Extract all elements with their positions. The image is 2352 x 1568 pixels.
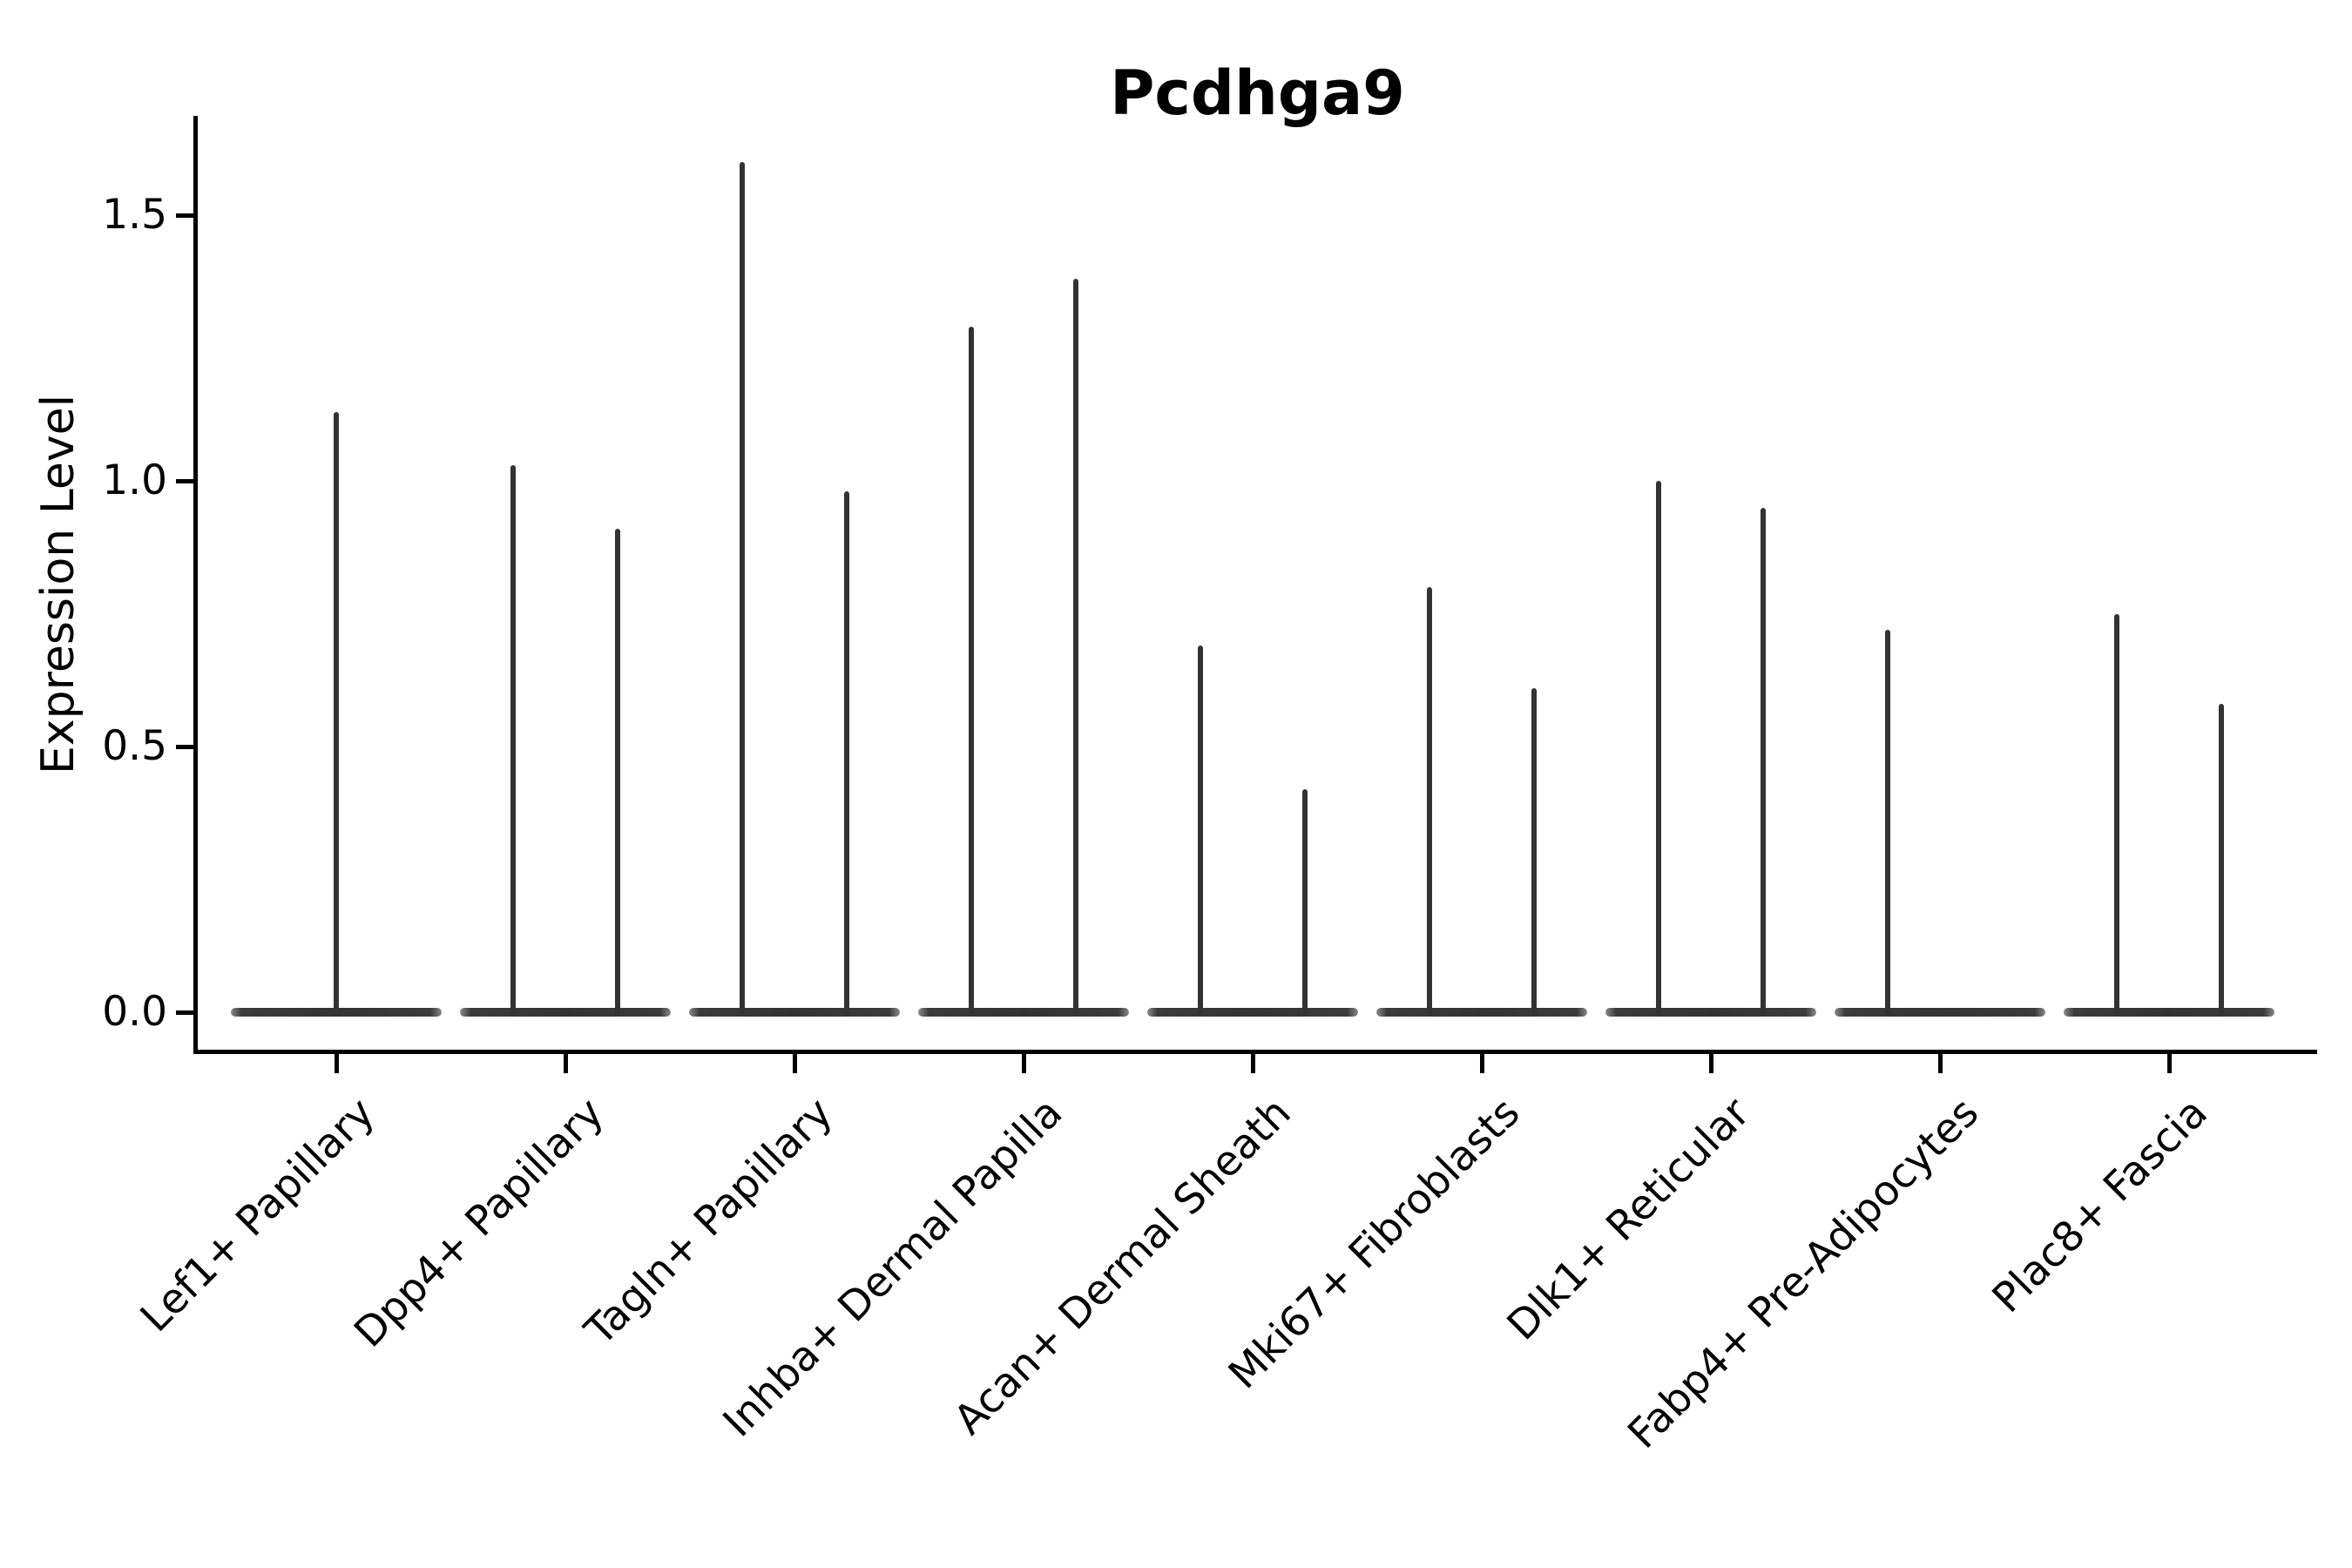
y-tick-label: 0.5 xyxy=(102,722,167,770)
y-tick xyxy=(176,479,193,483)
x-tick xyxy=(335,1054,339,1073)
x-tick xyxy=(1480,1054,1484,1073)
violin-spike xyxy=(510,464,516,1016)
violin-spike xyxy=(969,327,974,1016)
violin-spike xyxy=(1531,687,1537,1016)
x-tick xyxy=(2167,1054,2172,1073)
violin-spike xyxy=(1198,645,1203,1016)
y-tick xyxy=(176,213,193,218)
violin-base xyxy=(689,1008,900,1017)
y-tick xyxy=(176,745,193,749)
chart-title: Pcdhga9 xyxy=(1110,57,1405,129)
y-tick-label: 0.0 xyxy=(102,988,167,1036)
violin-spike xyxy=(1656,481,1661,1016)
violin-spike xyxy=(334,411,339,1016)
x-tick-label: Dpp4+ Papillary xyxy=(345,1088,613,1357)
x-tick-label: Plac8+ Fascia xyxy=(1983,1088,2217,1322)
y-axis-spine xyxy=(193,116,198,1054)
x-tick-label: Dlk1+ Reticular xyxy=(1497,1088,1759,1350)
x-tick xyxy=(793,1054,797,1073)
violin-base xyxy=(918,1008,1129,1017)
x-axis-spine xyxy=(193,1050,2317,1054)
violin-spike xyxy=(844,491,849,1016)
y-tick-label: 1.5 xyxy=(102,191,167,239)
x-tick xyxy=(564,1054,568,1073)
violin-spike xyxy=(1761,507,1766,1016)
y-tick-label: 1.0 xyxy=(102,456,167,504)
y-tick xyxy=(176,1010,193,1015)
violin-base xyxy=(460,1008,671,1017)
violin-spike xyxy=(1302,788,1308,1016)
x-tick xyxy=(1022,1054,1026,1073)
x-tick-label: Lef1+ Papillary xyxy=(131,1088,384,1342)
violin-spike xyxy=(615,528,620,1016)
violin-spike xyxy=(740,162,745,1016)
x-tick-label: Tagln+ Papillary xyxy=(576,1088,842,1355)
violin-base xyxy=(1835,1008,2045,1017)
violin-spike xyxy=(2114,613,2119,1016)
x-tick xyxy=(1251,1054,1255,1073)
violin-spike xyxy=(1073,279,1078,1016)
x-tick xyxy=(1938,1054,1943,1073)
violin-base xyxy=(1605,1008,1816,1017)
violin-spike xyxy=(1427,587,1432,1016)
y-axis-label: Expression Level xyxy=(32,394,84,775)
violin-spike xyxy=(2219,704,2224,1016)
x-tick xyxy=(1709,1054,1713,1073)
violin-spike xyxy=(1885,629,1890,1016)
violin-base xyxy=(1147,1008,1358,1017)
violin-base xyxy=(1376,1008,1587,1017)
violin-base xyxy=(2064,1008,2274,1017)
